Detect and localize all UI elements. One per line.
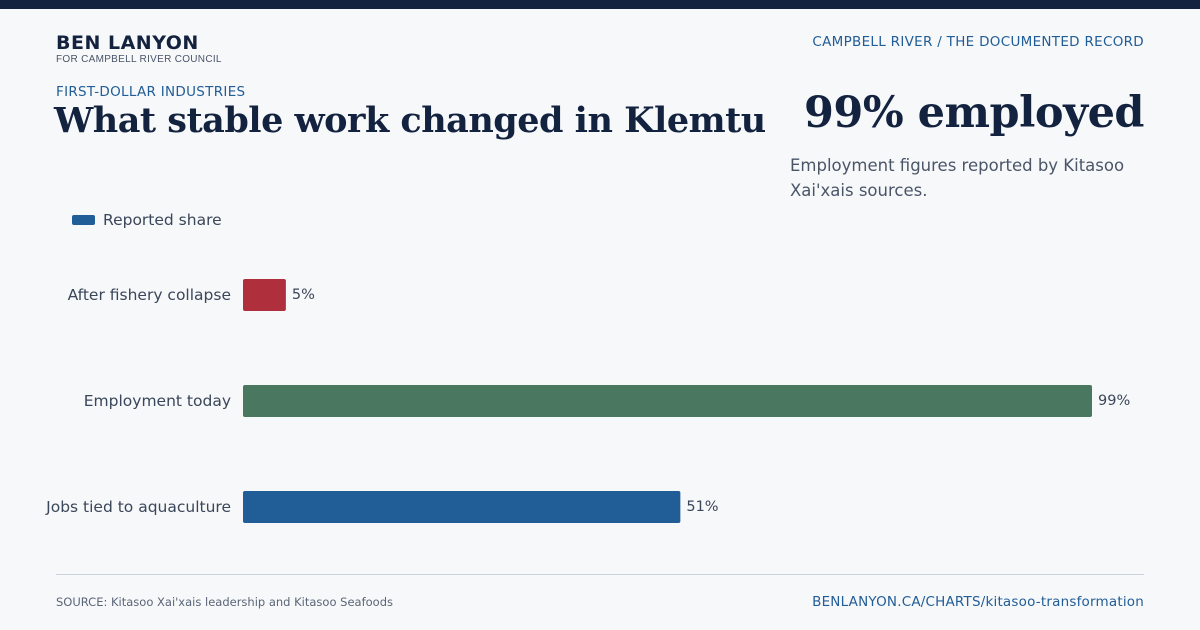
footer-divider xyxy=(56,574,1144,575)
page-title: What stable work changed in Klemtu xyxy=(54,100,766,141)
bar-chart: After fishery collapse 5% Employment today… xyxy=(45,279,1130,523)
bar xyxy=(243,279,286,311)
legend-label: Reported share xyxy=(103,211,222,229)
bar-value-label: 51% xyxy=(686,499,718,515)
site-label: CAMPBELL RIVER / THE DOCUMENTED RECORD xyxy=(812,34,1144,50)
bar xyxy=(243,491,681,523)
bar-value-label: 99% xyxy=(1098,393,1130,409)
chart-legend: Reported share xyxy=(72,211,222,229)
brand-block: BEN LANYON FOR CAMPBELL RIVER COUNCIL xyxy=(56,33,222,65)
chart-url-link[interactable]: BENLANYON.CA/CHARTS/kitasoo-transformati… xyxy=(812,594,1144,610)
legend-swatch xyxy=(72,215,95,225)
category-label: After fishery collapse xyxy=(68,286,231,304)
headline-stat: 99% employed xyxy=(803,88,1145,138)
top-accent-bar xyxy=(0,0,1200,9)
brand-name: BEN LANYON xyxy=(56,32,199,54)
bar-value-label: 5% xyxy=(292,287,315,303)
stat-note: Employment figures reported by Kitasoo X… xyxy=(790,156,1125,200)
section-kicker: FIRST-DOLLAR INDUSTRIES xyxy=(56,84,246,100)
category-label: Employment today xyxy=(84,392,231,410)
source-note: SOURCE: Kitasoo Xai'xais leadership and … xyxy=(56,595,393,609)
category-label: Jobs tied to aquaculture xyxy=(45,498,231,516)
bar xyxy=(243,385,1092,417)
brand-subtitle: FOR CAMPBELL RIVER COUNCIL xyxy=(56,54,222,65)
